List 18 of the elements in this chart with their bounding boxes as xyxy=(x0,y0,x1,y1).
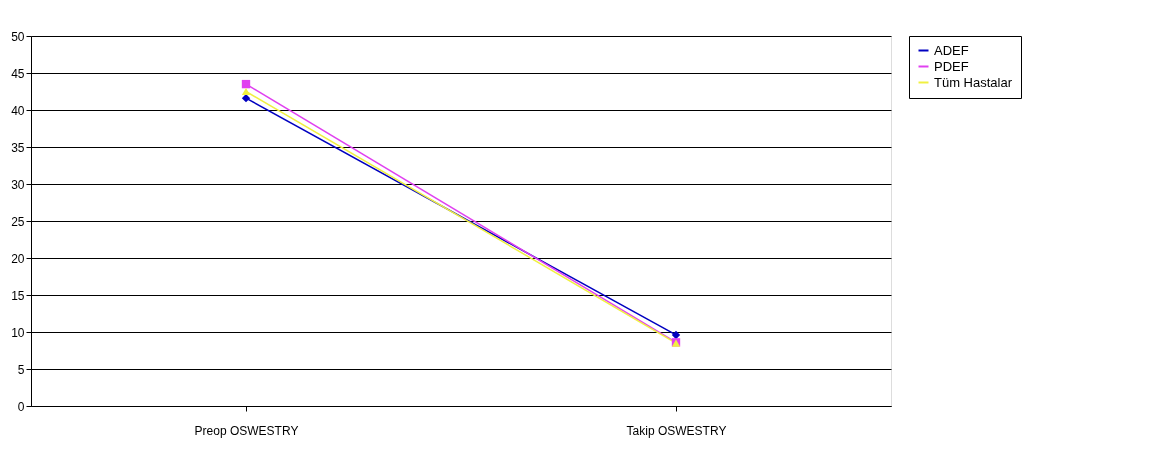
legend-label: ADEF xyxy=(934,42,969,58)
x-tick-label: Takip OSWESTRY xyxy=(626,423,727,438)
legend-label: PDEF xyxy=(934,58,969,74)
x-tick-label: Preop OSWESTRY xyxy=(194,423,299,438)
y-tick-label: 0 xyxy=(17,399,25,414)
y-tick-label: 50 xyxy=(11,29,25,44)
y-tick-label: 30 xyxy=(11,177,25,192)
point xyxy=(671,330,681,340)
y-tick-label: 35 xyxy=(11,140,25,155)
y-tick-label: 40 xyxy=(11,103,25,118)
y-tick-label: 25 xyxy=(11,214,25,229)
y-tick-label: 15 xyxy=(11,288,25,303)
y-tick-label: 45 xyxy=(11,66,25,81)
legend-label: Tüm Hastalar xyxy=(934,74,1013,90)
point xyxy=(241,79,251,89)
y-tick-label: 10 xyxy=(11,325,25,340)
y-tick-label: 5 xyxy=(17,362,25,377)
y-tick-label: 20 xyxy=(11,251,25,266)
